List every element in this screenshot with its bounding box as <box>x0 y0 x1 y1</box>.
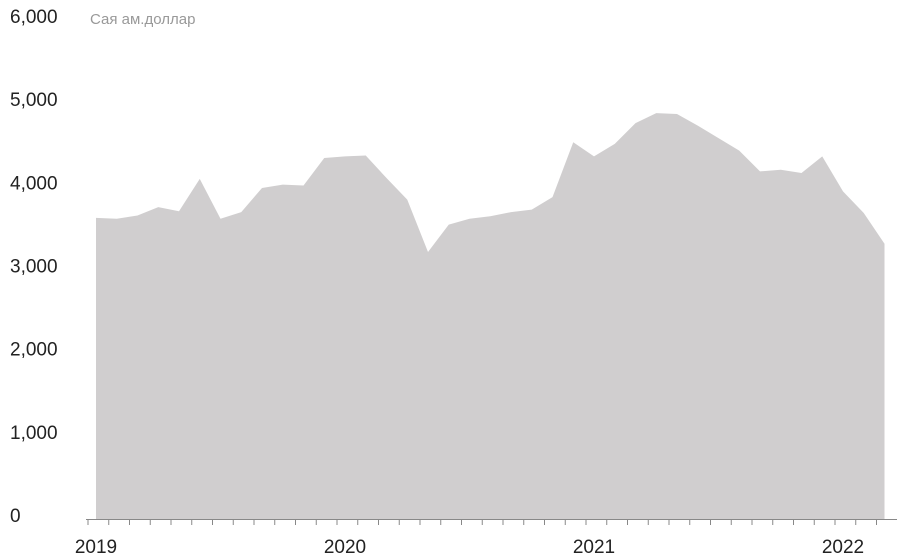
y-axis-unit: Сая ам.доллар <box>90 11 195 28</box>
y-tick-label: 3,000 <box>10 257 58 278</box>
y-tick-label: 4,000 <box>10 173 58 194</box>
y-tick-label: 5,000 <box>10 90 58 111</box>
x-tick-label: 2020 <box>324 537 366 558</box>
y-tick-label: 2,000 <box>10 340 58 361</box>
y-tick-label: 1,000 <box>10 423 58 444</box>
y-tick-label: 0 <box>10 506 21 527</box>
area <box>96 113 885 519</box>
x-tick-label: 2019 <box>75 537 117 558</box>
x-tick-label: 2022 <box>822 537 864 558</box>
x-tick-label: 2021 <box>573 537 615 558</box>
y-tick-label: 6,000 <box>10 7 58 28</box>
